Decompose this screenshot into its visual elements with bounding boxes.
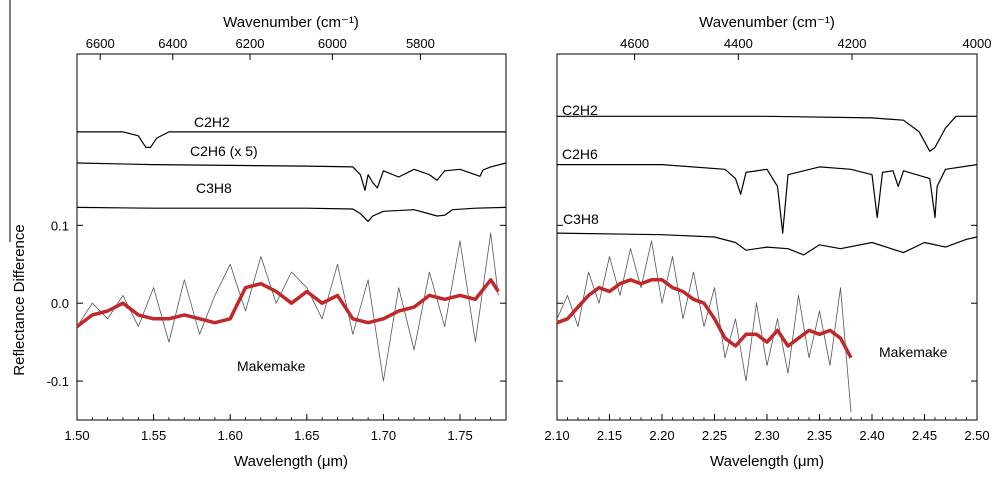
series-line-c2h2 [77, 131, 506, 148]
right-bottom-ticks: 2.10 2.15 2.20 2.25 2.30 2.35 2.40 2.45 2.50 [544, 414, 990, 443]
x2-tick-label: 6600 [86, 36, 115, 51]
x-tick-label: 2.25 [702, 428, 727, 443]
right-x-axis-title: Wavelength (μm) [710, 453, 824, 470]
x-tick-label: 2.30 [754, 428, 779, 443]
left-series [75, 131, 507, 382]
x-tick-label: 2.15 [597, 428, 622, 443]
x2-tick: 6000 [318, 36, 347, 60]
left-x-axis-title: Wavelength (μm) [234, 453, 348, 470]
x2-tick-label: 6200 [236, 36, 265, 51]
x2-tick-label: 6000 [318, 36, 347, 51]
x2-tick: 6200 [236, 36, 265, 60]
x-tick-label: 1.70 [371, 428, 396, 443]
x2-tick: 4000 [963, 36, 992, 60]
x-tick-label: 1.75 [447, 428, 472, 443]
x2-tick: 6400 [158, 36, 187, 60]
series-line-makemake-smoothed [556, 278, 853, 359]
right-label-c2h6: C2H6 [562, 146, 598, 162]
x-tick-label: 2.40 [859, 428, 884, 443]
x2-tick: 6600 [86, 36, 115, 60]
right-label-c3h8: C3H8 [563, 211, 599, 227]
right-y-ticks [557, 224, 977, 382]
y-tick: 0.0 [51, 296, 506, 311]
left-label-c2h6: C2H6 (x 5) [190, 143, 258, 159]
left-x2-axis-title: Wavenumber (cm⁻¹) [223, 14, 359, 31]
x-tick-label: 1.55 [141, 428, 166, 443]
left-label-c2h2: C2H2 [194, 114, 230, 130]
x-tick-label: 2.50 [964, 428, 989, 443]
x2-tick-label: 4200 [838, 36, 867, 51]
left-panel: Wavelength (μm) Wavenumber (cm⁻¹) 1.50 1.… [47, 14, 507, 470]
x-tick-label: 1.60 [218, 428, 243, 443]
series-line-c2h2 [557, 115, 977, 152]
x2-tick: 4200 [838, 36, 867, 60]
x2-tick-label: 4400 [724, 36, 753, 51]
x2-tick: 5800 [406, 36, 435, 60]
x2-tick: 4600 [620, 36, 649, 60]
left-label-c3h8: C3H8 [196, 180, 232, 196]
right-series [556, 115, 978, 413]
x2-tick-label: 5800 [406, 36, 435, 51]
right-label-c2h2: C2H2 [562, 102, 598, 118]
series-line-makemake [556, 240, 852, 413]
x-tick-label: 2.35 [807, 428, 832, 443]
series-line-c3h8 [76, 206, 507, 222]
y-tick-label: -0.1 [47, 374, 69, 389]
series-line-makemake-smoothed [75, 278, 500, 328]
left-label-makemake: Makemake [237, 358, 306, 374]
x2-tick-label: 4000 [963, 36, 992, 51]
x2-tick-label: 4600 [620, 36, 649, 51]
x2-tick-label: 6400 [158, 36, 187, 51]
left-top-ticks: 6600 6400 6200 6000 5800 [86, 36, 435, 60]
left-bottom-ticks: 1.50 1.55 1.60 1.65 1.70 1.75 [64, 414, 507, 443]
right-top-ticks: 4600 4400 4200 4000 [620, 36, 991, 60]
y-tick-label: 0.1 [51, 218, 69, 233]
x2-tick: 4400 [724, 36, 753, 60]
right-label-makemake: Makemake [879, 344, 948, 360]
y-tick: -0.1 [47, 374, 506, 389]
x-tick-label: 2.20 [649, 428, 674, 443]
y-tick: 0.1 [51, 218, 506, 233]
x-tick-label: 1.65 [294, 428, 319, 443]
x-tick-label: 1.50 [64, 428, 89, 443]
series-line-c3h8 [556, 232, 978, 256]
right-panel: Wavelength (μm) Wavenumber (cm⁻¹) 2.10 2.… [544, 14, 991, 470]
series-line-c2h6 [557, 164, 978, 234]
y-axis-title: Reflectance Difference [11, 224, 28, 375]
left-y-ticks: 0.1 0.0 -0.1 [47, 218, 506, 389]
series-line-c2h6-x-5 [76, 162, 507, 191]
y-tick-label: 0.0 [51, 296, 69, 311]
x-tick-label: 2.10 [544, 428, 569, 443]
x-tick-label: 2.45 [912, 428, 937, 443]
right-x2-axis-title: Wavenumber (cm⁻¹) [699, 14, 835, 31]
series-line-makemake [76, 232, 499, 382]
